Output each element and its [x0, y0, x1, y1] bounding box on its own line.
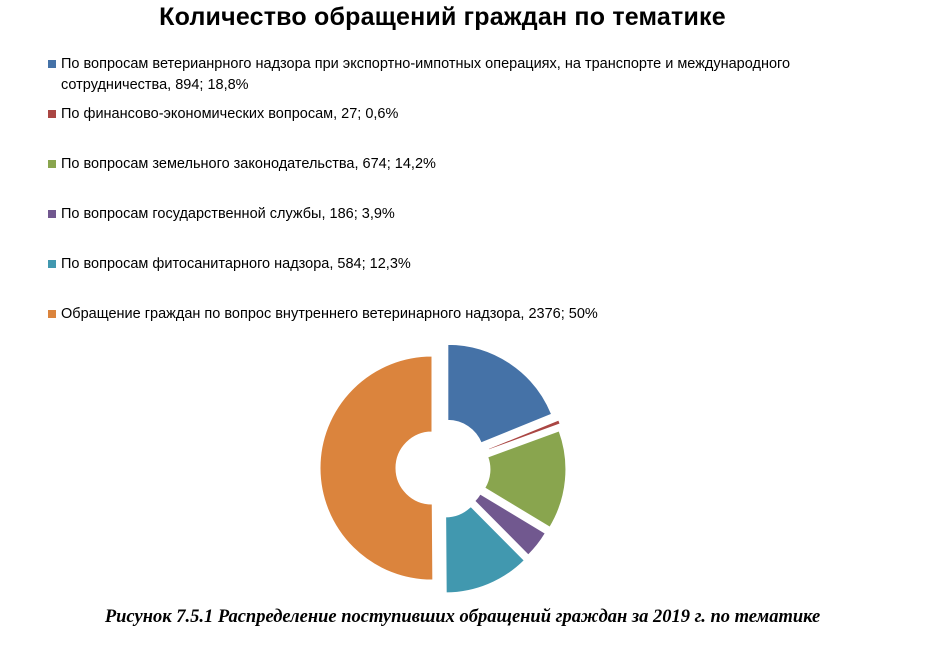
legend-item-phytosanitary: По вопросам фитосанитарного надзора, 584… [48, 254, 858, 275]
pie-slice-internal-veterinary [319, 355, 434, 581]
legend-label: По вопросам земельного законодательства,… [61, 156, 436, 172]
pie-slice-phytosanitary [445, 505, 525, 594]
legend-swatch [48, 260, 56, 268]
legend-swatch [48, 310, 56, 318]
pie-chart [319, 343, 567, 594]
legend-label: По вопросам фитосанитарного надзора, 584… [61, 256, 411, 272]
legend-swatch [48, 110, 56, 118]
legend-swatch [48, 60, 56, 68]
legend-item-internal-veterinary: Обращение граждан по вопрос внутреннего … [48, 304, 858, 325]
legend-item-land-legislation: По вопросам земельного законодательства,… [48, 154, 858, 175]
pie-slice-civil-service [474, 493, 547, 556]
legend-swatch [48, 160, 56, 168]
legend-item-civil-service: По вопросам государственной службы, 186;… [48, 204, 858, 225]
pie-chart-area [300, 330, 600, 600]
legend-label: По вопросам ветерианрного надзора при эк… [61, 56, 791, 93]
legend-item-financial-economic: По финансово-экономических вопросам, 27;… [48, 104, 858, 125]
legend-item-export-import-veterinary: По вопросам ветерианрного надзора при эк… [48, 54, 858, 96]
figure-caption: Рисунок 7.5.1 Распределение поступивших … [104, 607, 821, 627]
pie-slice-financial-economic [487, 419, 561, 451]
legend-label: По вопросам государственной службы, 186;… [61, 206, 395, 222]
legend-swatch [48, 210, 56, 218]
legend-label: Обращение граждан по вопрос внутреннего … [61, 306, 598, 322]
legend-label: По финансово-экономических вопросам, 27;… [61, 106, 399, 122]
pie-slice-export-import-veterinary [447, 343, 553, 444]
pie-slice-land-legislation [484, 430, 567, 528]
chart-title: Количество обращений граждан по тематике [159, 3, 726, 31]
